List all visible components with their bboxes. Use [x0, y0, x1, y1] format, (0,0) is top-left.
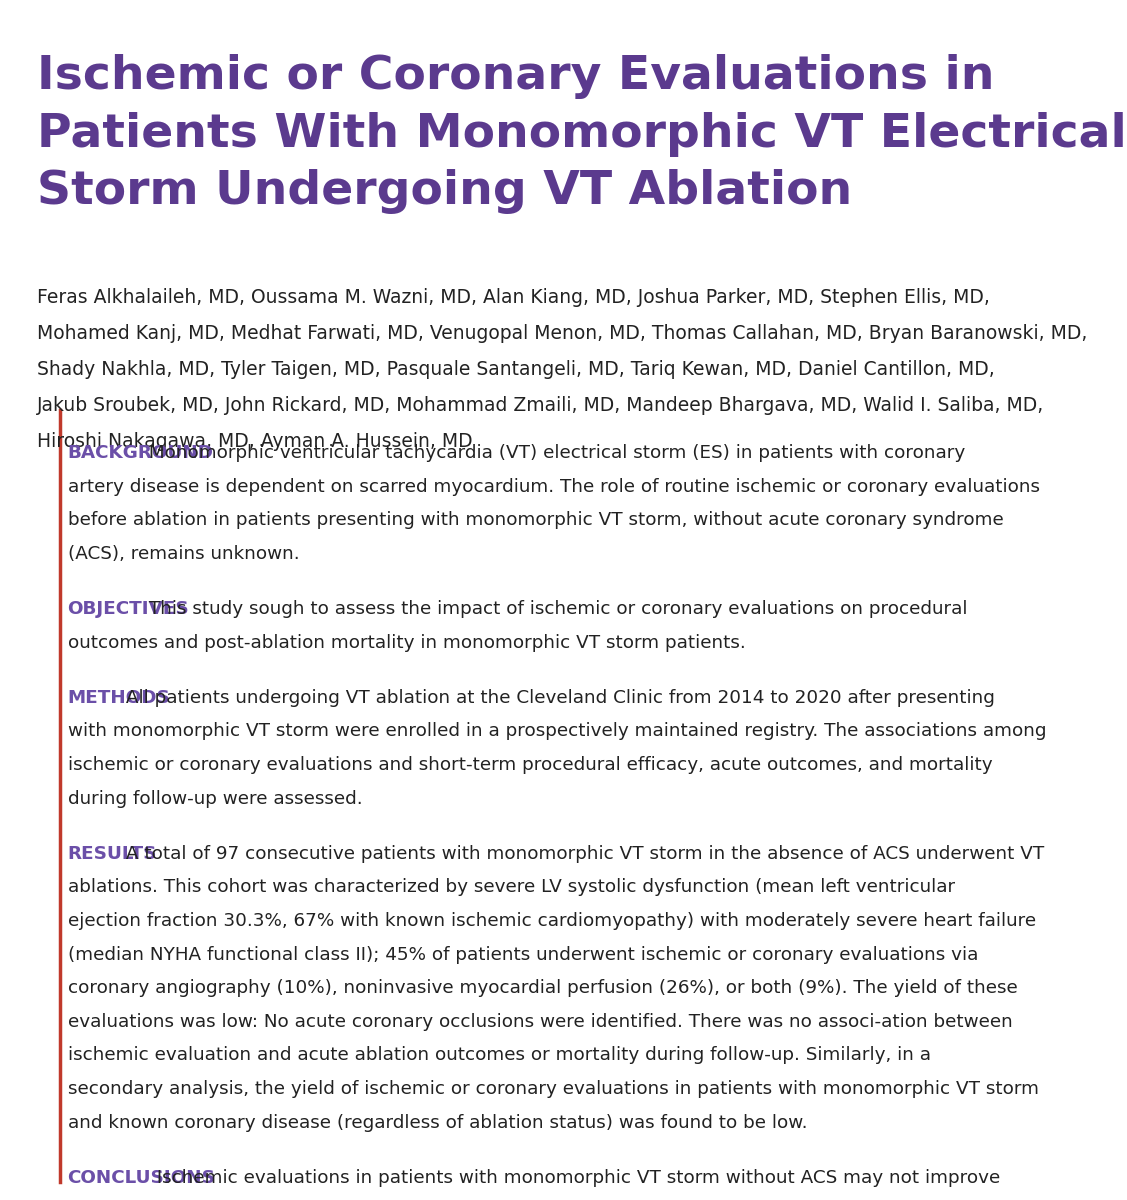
Text: ischemic evaluation and acute ablation outcomes or mortality during follow-up. S: ischemic evaluation and acute ablation o… — [68, 1046, 931, 1064]
Text: outcomes and post-ablation mortality in monomorphic VT storm patients.: outcomes and post-ablation mortality in … — [68, 634, 745, 652]
Text: ischemic or coronary evaluations and short-term procedural efficacy, acute outco: ischemic or coronary evaluations and sho… — [68, 756, 992, 774]
Text: ejection fraction 30.3%, 67% with known ischemic cardiomyopathy) with moderately: ejection fraction 30.3%, 67% with known … — [68, 912, 1036, 930]
Text: Jakub Sroubek, MD, John Rickard, MD, Mohammad Zmaili, MD, Mandeep Bhargava, MD, : Jakub Sroubek, MD, John Rickard, MD, Moh… — [37, 396, 1045, 415]
Text: with monomorphic VT storm were enrolled in a prospectively maintained registry. : with monomorphic VT storm were enrolled … — [68, 722, 1046, 740]
Text: CONCLUSIONS: CONCLUSIONS — [68, 1169, 215, 1187]
Text: METHODS: METHODS — [68, 689, 170, 707]
Text: BACKGROUND: BACKGROUND — [68, 444, 214, 462]
Text: and known coronary disease (regardless of ablation status) was found to be low.: and known coronary disease (regardless o… — [68, 1114, 807, 1132]
Text: OBJECTIVES: OBJECTIVES — [68, 600, 189, 618]
Text: ABSTRACT: ABSTRACT — [66, 420, 160, 436]
Text: A total of 97 consecutive patients with monomorphic VT storm in the absence of A: A total of 97 consecutive patients with … — [121, 845, 1045, 863]
Text: This study sough to assess the impact of ischemic or coronary evaluations on pro: This study sough to assess the impact of… — [143, 600, 968, 618]
Text: Shady Nakhla, MD, Tyler Taigen, MD, Pasquale Santangeli, MD, Tariq Kewan, MD, Da: Shady Nakhla, MD, Tyler Taigen, MD, Pasq… — [37, 360, 995, 379]
Text: Hiroshi Nakagawa, MD, Ayman A. Hussein, MD: Hiroshi Nakagawa, MD, Ayman A. Hussein, … — [37, 432, 473, 451]
Text: evaluations was low: No acute coronary occlusions were identified. There was no : evaluations was low: No acute coronary o… — [68, 1013, 1012, 1031]
Text: Monomorphic ventricular tachycardia (VT) electrical storm (ES) in patients with : Monomorphic ventricular tachycardia (VT)… — [143, 444, 966, 462]
Text: (median NYHA functional class II); 45% of patients underwent ischemic or coronar: (median NYHA functional class II); 45% o… — [68, 946, 978, 964]
Text: ablations. This cohort was characterized by severe LV systolic dysfunction (mean: ablations. This cohort was characterized… — [68, 878, 955, 896]
Text: Ischemic evaluations in patients with monomorphic VT storm without ACS may not i: Ischemic evaluations in patients with mo… — [151, 1169, 1000, 1187]
Text: (ACS), remains unknown.: (ACS), remains unknown. — [68, 545, 300, 563]
Text: Storm Undergoing VT Ablation: Storm Undergoing VT Ablation — [37, 169, 852, 214]
Text: before ablation in patients presenting with monomorphic VT storm, without acute : before ablation in patients presenting w… — [68, 511, 1003, 529]
Text: Feras Alkhalaileh, MD, Oussama M. Wazni, MD, Alan Kiang, MD, Joshua Parker, MD, : Feras Alkhalaileh, MD, Oussama M. Wazni,… — [37, 288, 990, 307]
Text: RESULTS: RESULTS — [68, 845, 157, 863]
Text: Ischemic or Coronary Evaluations in: Ischemic or Coronary Evaluations in — [37, 54, 995, 98]
Text: Patients With Monomorphic VT Electrical: Patients With Monomorphic VT Electrical — [37, 112, 1127, 157]
Text: coronary angiography (10%), noninvasive myocardial perfusion (26%), or both (9%): coronary angiography (10%), noninvasive … — [68, 979, 1018, 997]
Text: All patients undergoing VT ablation at the Cleveland Clinic from 2014 to 2020 af: All patients undergoing VT ablation at t… — [121, 689, 995, 707]
Text: secondary analysis, the yield of ischemic or coronary evaluations in patients wi: secondary analysis, the yield of ischemi… — [68, 1080, 1039, 1098]
Text: artery disease is dependent on scarred myocardium. The role of routine ischemic : artery disease is dependent on scarred m… — [68, 478, 1039, 496]
Text: Mohamed Kanj, MD, Medhat Farwati, MD, Venugopal Menon, MD, Thomas Callahan, MD, : Mohamed Kanj, MD, Medhat Farwati, MD, Ve… — [37, 324, 1088, 343]
Text: during follow-up were assessed.: during follow-up were assessed. — [68, 790, 362, 808]
